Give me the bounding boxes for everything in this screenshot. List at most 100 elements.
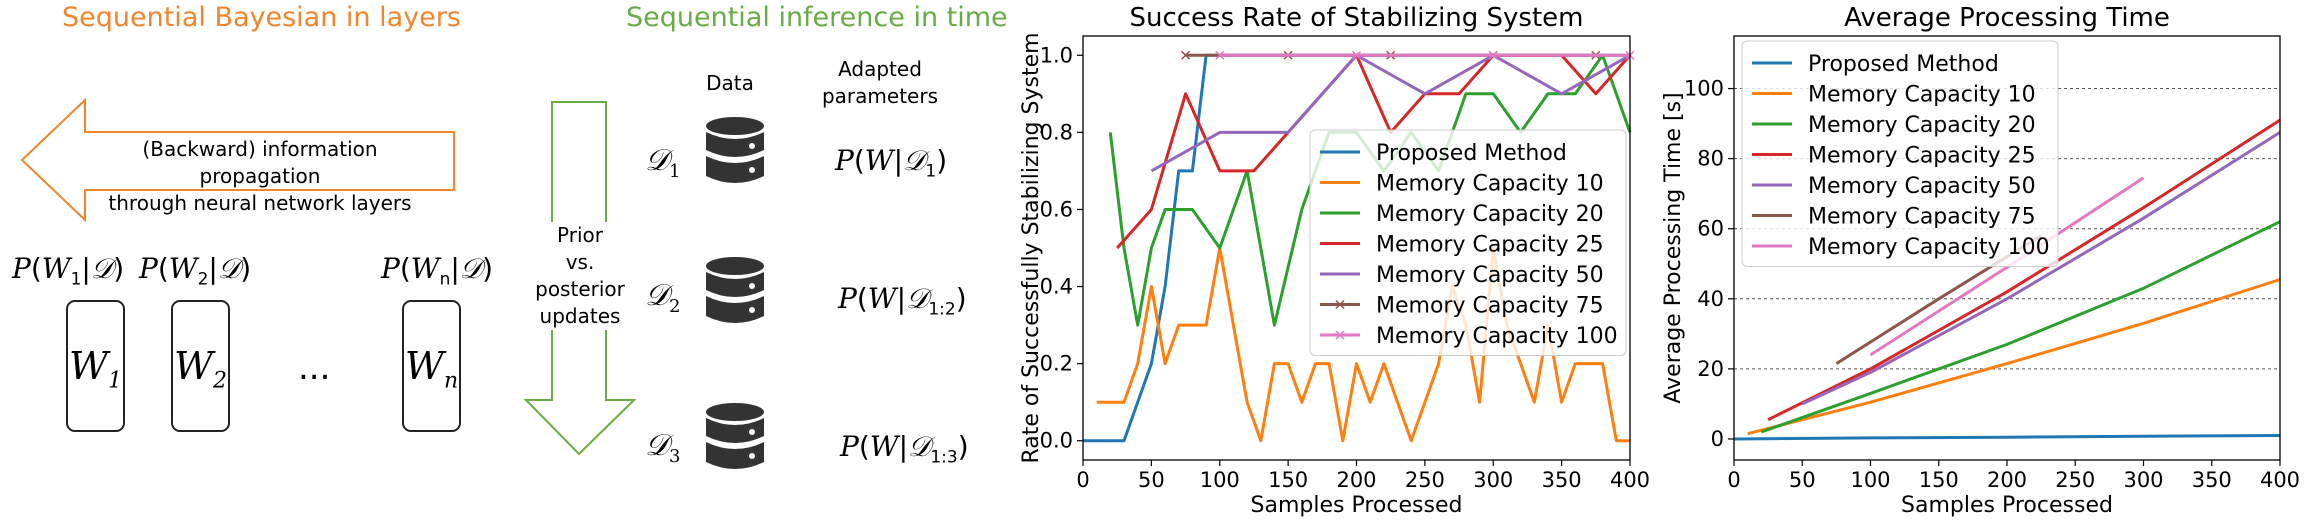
time-chart-series-line-2: [1760, 220, 2281, 434]
success-chart-series-6-marker-2: [1488, 50, 1498, 60]
arrow-text-line1: (Backward) information propagation: [142, 137, 378, 188]
time-chart-ytick-label-0: 0: [1711, 427, 1724, 451]
success-chart-legend-label-0: Proposed Method: [1376, 141, 1567, 166]
time-chart-title: Average Processing Time: [1844, 3, 2170, 33]
posterior-w2: P(W2|𝒟): [139, 252, 252, 290]
success-chart-ytick-label-5: 1.0: [1040, 43, 1073, 67]
time-chart-ytick-label-3: 60: [1697, 217, 1724, 241]
weight-label-1: W1: [68, 344, 123, 394]
time-chart-legend-label-3: Memory Capacity 25: [1808, 144, 2036, 169]
dataset-label-3: 𝒟3: [645, 428, 681, 467]
success-chart-xtick-label-7: 350: [1542, 468, 1582, 492]
params-header-line2: parameters: [821, 84, 938, 108]
success-chart-xtick-label-8: 400: [1610, 468, 1650, 492]
success-chart-xtick-label-6: 300: [1473, 468, 1513, 492]
dataset-label-1: 𝒟1: [645, 143, 681, 182]
ellipsis: ...: [298, 348, 331, 388]
data-header: Data: [706, 71, 754, 95]
layers-title: Sequential Bayesian in layers: [62, 2, 461, 33]
time-title: Sequential inference in time: [626, 2, 1008, 33]
time-chart-ytick-label-2: 40: [1697, 287, 1724, 311]
success-chart-ytick-label-4: 0.8: [1040, 120, 1073, 144]
time-chart-xtick-label-5: 250: [2055, 468, 2095, 492]
time-chart-xtick-label-8: 400: [2260, 468, 2300, 492]
time-chart-series-line-6: [1869, 176, 2145, 357]
time-chart-xlabel: Samples Processed: [1901, 493, 2113, 518]
params-header-line1: Adapted: [838, 57, 922, 81]
time-chart-xtick-label-6: 300: [2123, 468, 2163, 492]
success-chart-legend-marker-6: [1335, 330, 1345, 340]
down-arrow-text: Prior vs. posterior updates: [528, 222, 632, 330]
posterior-w1: P(W1|𝒟): [12, 252, 125, 290]
update-down-arrow: [523, 101, 637, 456]
param-label-1: P(W|𝒟1): [835, 144, 948, 182]
success-chart-xtick-label-4: 200: [1336, 468, 1376, 492]
success-chart-series-5-marker-0: [1181, 50, 1191, 60]
time-chart-legend-label-5: Memory Capacity 75: [1808, 205, 2036, 230]
time-chart-legend-label-6: Memory Capacity 100: [1808, 235, 2050, 260]
weight-box-1: W1: [66, 300, 125, 432]
success-chart-xtick-label-5: 250: [1405, 468, 1445, 492]
time-chart-series-line-4: [1801, 131, 2281, 406]
weight-label-n: Wn: [404, 344, 459, 394]
time-chart-xtick-label-2: 100: [1850, 468, 1890, 492]
time-chart-legend-label-1: Memory Capacity 10: [1808, 83, 2036, 108]
success-chart-legend-label-3: Memory Capacity 25: [1376, 233, 1604, 258]
down-text-4: updates: [539, 304, 621, 328]
success-chart-series-6-marker-1: [1351, 50, 1362, 60]
success-chart-ylabel: Rate of Successfully Stabilizing System: [1019, 32, 1044, 463]
time-chart-ylabel: Average Processing Time [s]: [1661, 92, 1686, 403]
success-chart-legend-label-6: Memory Capacity 100: [1376, 324, 1618, 349]
time-chart-xtick-label-7: 350: [2192, 468, 2232, 492]
time-chart-legend-label-0: Proposed Method: [1808, 52, 1999, 77]
dataset-label-2: 𝒟2: [645, 278, 681, 317]
time-chart-series-line-0: [1733, 434, 2281, 441]
success-chart-legend-marker-5: [1335, 299, 1345, 310]
success-chart-legend-label-4: Memory Capacity 50: [1376, 263, 1604, 288]
time-chart-legend-box: [1741, 40, 2059, 267]
weight-box-2: W2: [171, 300, 230, 432]
success-chart-series-6-marker-0: [1215, 50, 1225, 60]
backward-arrow-shape: [20, 98, 455, 222]
time-chart-series-line-1: [1747, 278, 2281, 436]
success-chart-xtick-label-2: 100: [1200, 468, 1240, 492]
success-chart-legend-label-1: Memory Capacity 10: [1376, 172, 1604, 197]
success-chart-series-line-4: [1150, 53, 1631, 173]
weight-label-2: W2: [173, 344, 228, 394]
success-chart-legend-label-2: Memory Capacity 20: [1376, 202, 1604, 227]
time-chart-series-line-3: [1767, 118, 2281, 422]
arrow-text-line2: through neural network layers: [108, 191, 412, 215]
processing-time-chart: 0 50 100 150 200 250 300 350 400020406080100Aver…: [1661, 3, 2300, 518]
success-chart-ytick-label-2: 0.4: [1040, 275, 1073, 299]
down-text-1: Prior: [557, 223, 603, 247]
time-chart-legend-label-4: Memory Capacity 50: [1808, 174, 2036, 199]
posterior-wn: P(Wn|𝒟): [381, 252, 494, 290]
time-chart-xtick-label-0: 0: [1727, 468, 1740, 492]
time-chart-xtick-label-4: 200: [1987, 468, 2027, 492]
down-text-3: posterior: [535, 277, 625, 301]
success-chart-ytick-label-3: 0.6: [1040, 197, 1073, 221]
success-chart-legend-box: [1309, 129, 1627, 356]
success-chart-xtick-label-1: 50: [1138, 468, 1165, 492]
success-chart-title: Success Rate of Stabilizing System: [1129, 3, 1583, 33]
time-chart-ytick-label-5: 100: [1684, 77, 1724, 101]
param-label-2: P(W|𝒟1:2): [838, 282, 967, 320]
weight-box-n: Wn: [402, 300, 461, 432]
database-icon-3: [706, 403, 764, 469]
backward-arrow-text: (Backward) information propagation throu…: [80, 136, 440, 217]
down-text-2: vs.: [565, 250, 595, 274]
time-chart-xtick-label-3: 150: [1919, 468, 1959, 492]
success-chart-ytick-label-0: 0.0: [1040, 429, 1073, 453]
success-chart-series-line-1: [1096, 246, 1630, 443]
time-chart-ytick-label-4: 80: [1697, 147, 1724, 171]
success-chart-xtick-label-3: 150: [1268, 468, 1308, 492]
time-chart-xtick-label-1: 50: [1789, 468, 1816, 492]
params-header: Adapted parameters: [820, 56, 940, 110]
success-chart-xlabel: Samples Processed: [1251, 493, 1463, 518]
success-chart-xtick-label-0: 0: [1076, 468, 1089, 492]
time-chart-ytick-label-1: 20: [1697, 357, 1724, 381]
database-icon-2: [706, 257, 764, 323]
success-rate-chart: 0 50 100 150 200 250 300 350 400 0.0 0.2 0.4 0.6 0.8 1…: [1019, 3, 1650, 518]
success-chart-legend-label-5: Memory Capacity 75: [1376, 294, 1604, 319]
param-label-3: P(W|𝒟1:3): [840, 430, 969, 468]
